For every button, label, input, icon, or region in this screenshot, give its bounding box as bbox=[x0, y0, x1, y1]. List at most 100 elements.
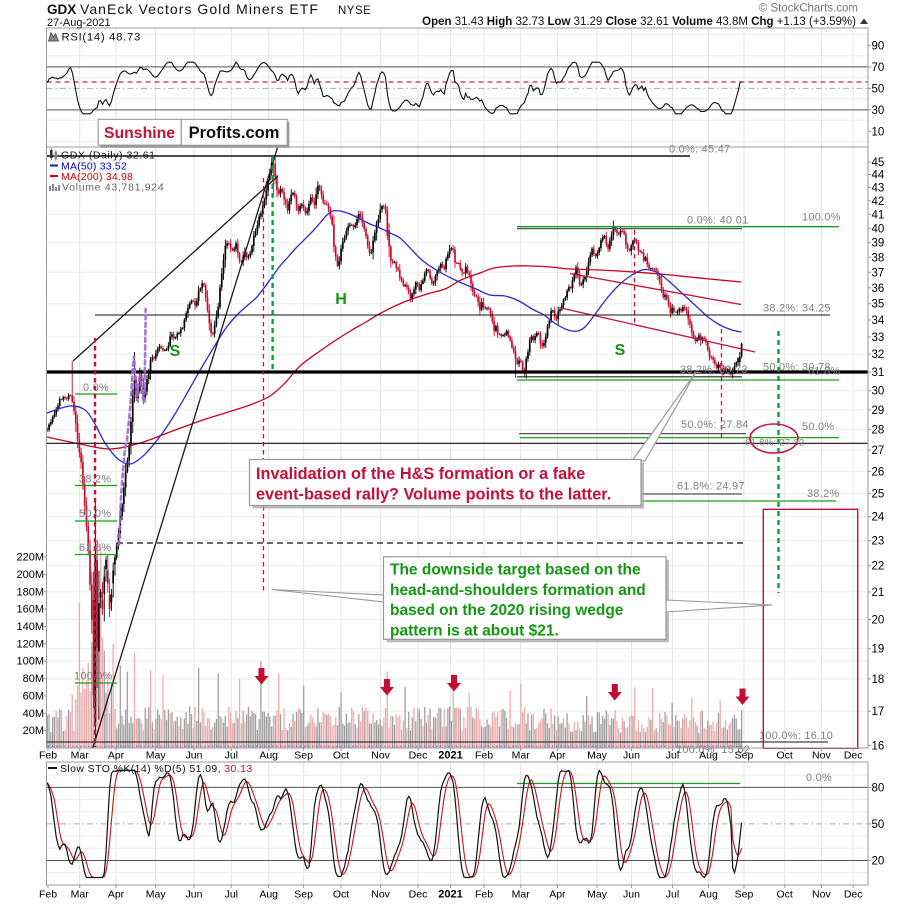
svg-text:40: 40 bbox=[872, 223, 885, 235]
svg-text:31: 31 bbox=[872, 367, 885, 379]
svg-text:Sep: Sep bbox=[735, 750, 754, 762]
svg-text:50.0%: 30.78: 50.0%: 30.78 bbox=[763, 362, 831, 374]
svg-text:50: 50 bbox=[872, 819, 885, 831]
svg-text:VanEck Vectors Gold Miners ETF: VanEck Vectors Gold Miners ETF bbox=[80, 1, 319, 17]
svg-text:Jun: Jun bbox=[623, 750, 640, 762]
svg-text:20M: 20M bbox=[23, 725, 44, 737]
svg-text:Dec: Dec bbox=[844, 750, 863, 762]
svg-text:38.2%: 38.2% bbox=[807, 488, 839, 500]
svg-text:© StockCharts.com: © StockCharts.com bbox=[759, 3, 858, 15]
svg-text:37: 37 bbox=[872, 267, 885, 279]
svg-text:Nov: Nov bbox=[812, 750, 831, 762]
svg-text:28: 28 bbox=[872, 425, 885, 437]
svg-text:Oct: Oct bbox=[333, 889, 349, 901]
svg-text:44: 44 bbox=[872, 170, 885, 182]
svg-text:May: May bbox=[146, 889, 167, 901]
svg-text:Aug: Aug bbox=[259, 889, 278, 901]
svg-text:160M: 160M bbox=[16, 604, 44, 616]
svg-text:32: 32 bbox=[872, 349, 885, 361]
svg-text:Mar: Mar bbox=[512, 750, 531, 762]
svg-text:100.0%: 100.0% bbox=[802, 212, 841, 224]
svg-text:61.8%: 27.32: 61.8%: 27.32 bbox=[745, 438, 805, 449]
svg-text:Nov: Nov bbox=[812, 889, 831, 901]
svg-text:100M: 100M bbox=[16, 656, 44, 668]
svg-text:Apr: Apr bbox=[108, 750, 125, 762]
svg-text:36: 36 bbox=[872, 283, 885, 295]
svg-text:30: 30 bbox=[872, 105, 885, 117]
svg-text:Mar: Mar bbox=[512, 889, 531, 901]
svg-text:61.8%: 61.8% bbox=[808, 366, 840, 378]
svg-text:20: 20 bbox=[872, 856, 885, 868]
svg-text:2021: 2021 bbox=[438, 750, 462, 762]
svg-text:May: May bbox=[587, 750, 608, 762]
svg-text:10: 10 bbox=[872, 126, 885, 138]
svg-text:16: 16 bbox=[872, 740, 885, 752]
svg-text:38: 38 bbox=[872, 252, 885, 264]
svg-text:Jul: Jul bbox=[666, 750, 679, 762]
svg-text:26: 26 bbox=[872, 466, 885, 478]
svg-text:RSI(14) 48.73: RSI(14) 48.73 bbox=[62, 32, 141, 44]
svg-text:0.0%: 45.47: 0.0%: 45.47 bbox=[669, 144, 730, 156]
svg-text:Mar: Mar bbox=[71, 750, 90, 762]
svg-text:50.0%: 50.0% bbox=[802, 421, 834, 433]
svg-text:Aug: Aug bbox=[259, 750, 278, 762]
svg-text:S: S bbox=[615, 342, 626, 359]
svg-text:GDX (Daily) 32.61: GDX (Daily) 32.61 bbox=[61, 150, 156, 162]
svg-text:Aug: Aug bbox=[699, 889, 718, 901]
svg-text:Oct: Oct bbox=[777, 750, 793, 762]
svg-text:based on the 2020 rising wedge: based on the 2020 rising wedge bbox=[390, 602, 624, 619]
svg-text:60M: 60M bbox=[23, 690, 44, 702]
svg-text:21: 21 bbox=[872, 587, 885, 599]
svg-text:25: 25 bbox=[872, 489, 885, 501]
svg-text:42: 42 bbox=[872, 196, 885, 208]
svg-text:Aug: Aug bbox=[699, 750, 718, 762]
svg-text:43: 43 bbox=[872, 183, 885, 195]
svg-text:event-based rally? Volume poin: event-based rally? Volume points to the … bbox=[256, 486, 611, 504]
svg-text:180M: 180M bbox=[16, 586, 44, 598]
svg-text:Feb: Feb bbox=[475, 889, 493, 901]
svg-text:Mar: Mar bbox=[71, 889, 90, 901]
svg-text:90: 90 bbox=[872, 40, 885, 52]
svg-text:27: 27 bbox=[872, 445, 885, 457]
svg-text:Open 31.43 High 32.73 Low 31.2: Open 31.43 High 32.73 Low 31.29 Close 32… bbox=[422, 16, 856, 28]
svg-text:Jun: Jun bbox=[186, 750, 203, 762]
svg-text:27-Aug-2021: 27-Aug-2021 bbox=[47, 17, 111, 29]
svg-text:Feb: Feb bbox=[39, 750, 57, 762]
svg-text:50: 50 bbox=[872, 83, 885, 95]
svg-text:Invalidation of the H&S format: Invalidation of the H&S formation or a f… bbox=[256, 465, 585, 483]
svg-text:Oct: Oct bbox=[333, 750, 349, 762]
svg-text:50.0%: 27.84: 50.0%: 27.84 bbox=[681, 419, 749, 431]
svg-text:23: 23 bbox=[872, 536, 885, 548]
svg-text:Jun: Jun bbox=[623, 889, 640, 901]
svg-text:Dec: Dec bbox=[844, 889, 863, 901]
svg-text:Apr: Apr bbox=[549, 750, 566, 762]
svg-text:34: 34 bbox=[872, 315, 885, 327]
svg-text:38.2%: 38.2% bbox=[79, 474, 111, 486]
svg-text:GDX: GDX bbox=[47, 2, 76, 17]
svg-text:0.0%: 0.0% bbox=[83, 382, 109, 394]
svg-text:2021: 2021 bbox=[438, 889, 462, 901]
svg-text:35: 35 bbox=[872, 299, 885, 311]
svg-text:0.0%: 40.01: 0.0%: 40.01 bbox=[687, 215, 748, 227]
svg-text:24: 24 bbox=[872, 512, 885, 524]
svg-text:MA(200) 34.98: MA(200) 34.98 bbox=[61, 171, 133, 183]
svg-text:Sep: Sep bbox=[294, 750, 313, 762]
svg-text:61.8%: 24.97: 61.8%: 24.97 bbox=[677, 481, 745, 493]
svg-text:80: 80 bbox=[872, 782, 885, 794]
svg-text:50.0%: 50.0% bbox=[79, 508, 111, 520]
svg-text:19: 19 bbox=[872, 643, 885, 655]
svg-text:17: 17 bbox=[872, 706, 885, 718]
svg-text:H: H bbox=[335, 291, 347, 308]
svg-text:Apr: Apr bbox=[549, 889, 566, 901]
svg-text:Feb: Feb bbox=[475, 750, 493, 762]
svg-text:Jul: Jul bbox=[225, 889, 238, 901]
svg-text:pattern is at about $21.: pattern is at about $21. bbox=[390, 622, 559, 639]
svg-text:38.2%: 30.73: 38.2%: 30.73 bbox=[680, 364, 748, 376]
svg-text:80M: 80M bbox=[23, 673, 44, 685]
svg-text:33: 33 bbox=[872, 332, 885, 344]
svg-text:May: May bbox=[587, 889, 608, 901]
svg-text:38.2%: 34.25: 38.2%: 34.25 bbox=[763, 303, 831, 315]
svg-text:100.0%: 15.62: 100.0%: 15.62 bbox=[676, 744, 750, 756]
svg-text:120M: 120M bbox=[16, 638, 44, 650]
svg-text:Sunshine: Sunshine bbox=[104, 125, 175, 142]
